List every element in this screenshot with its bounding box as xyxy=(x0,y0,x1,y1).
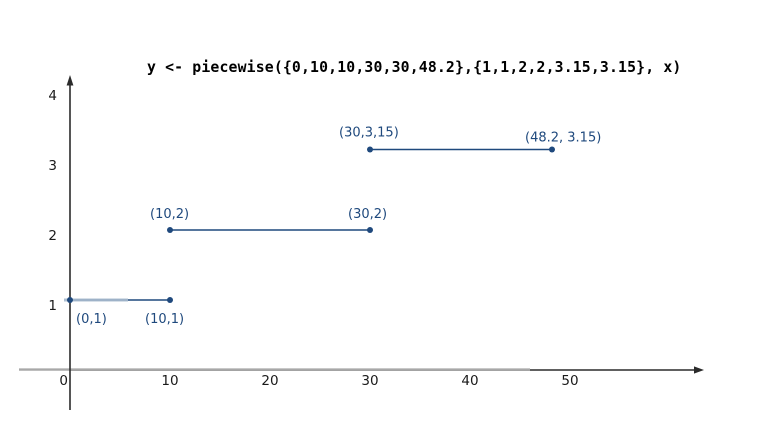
segment-3-endpoint-0 xyxy=(367,146,373,153)
segment-2-endpoint-1 xyxy=(367,227,373,233)
point-label-5: (48.2, 3.15) xyxy=(525,131,601,146)
y-axis-arrow-icon xyxy=(66,75,74,86)
x-tick-label-10: 10 xyxy=(161,373,178,389)
point-label-0: (0,1) xyxy=(76,312,107,327)
segment-3-endpoint-1 xyxy=(549,146,555,153)
segment-1-endpoint-1 xyxy=(167,297,173,303)
y-tick-label-2: 2 xyxy=(48,228,57,244)
x-tick-label-0: 0 xyxy=(59,373,68,389)
x-tick-label-50: 50 xyxy=(561,373,578,389)
point-label-2: (10,2) xyxy=(150,207,189,222)
y-tick-label-4: 4 xyxy=(48,88,57,104)
segment-2-endpoint-0 xyxy=(167,227,173,233)
x-axis-arrow-icon xyxy=(694,366,704,374)
x-tick-label-20: 20 xyxy=(261,373,278,389)
point-label-3: (30,2) xyxy=(348,207,387,222)
x-tick-label-40: 40 xyxy=(461,373,478,389)
x-tick-label-30: 30 xyxy=(361,373,378,389)
chart-title: y <- piecewise({0,10,10,30,30,48.2},{1,1… xyxy=(147,59,682,76)
y-tick-label-3: 3 xyxy=(48,158,57,174)
point-label-1: (10,1) xyxy=(145,312,184,327)
point-label-4: (30,3,15) xyxy=(339,126,399,141)
segment-1-endpoint-0 xyxy=(67,297,73,303)
y-tick-label-1: 1 xyxy=(48,298,57,314)
